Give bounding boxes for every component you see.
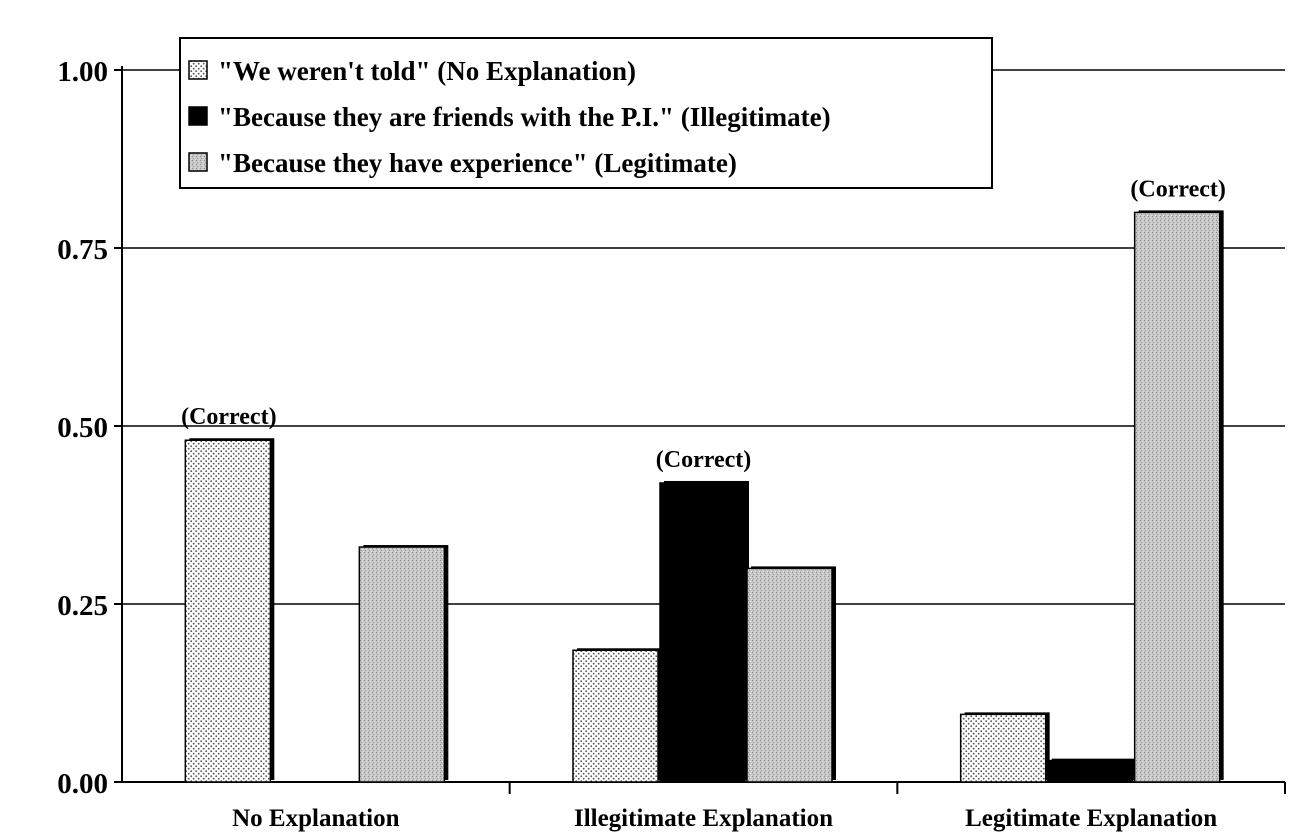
- bar: [1133, 211, 1221, 783]
- y-tick-label: 0.50: [57, 412, 108, 444]
- legend-label: "We weren't told" (No Explanation): [218, 56, 636, 86]
- legend-box: [179, 37, 993, 189]
- legend-swatch: [188, 152, 208, 172]
- x-tick-label: Legitimate Explanation: [965, 805, 1217, 832]
- legend-swatch: [188, 60, 208, 80]
- bar: [959, 713, 1047, 783]
- bar: [746, 567, 833, 783]
- bar: [184, 439, 272, 783]
- bar: [1046, 759, 1134, 783]
- x-tick-label: Illegitimate Explanation: [574, 805, 833, 832]
- bar: [659, 482, 746, 783]
- legend-label: "Because they have experience" (Legitima…: [218, 148, 737, 178]
- legend: "We weren't told" (No Explanation) "Becau…: [179, 37, 993, 189]
- bars: [184, 210, 1224, 783]
- annotation-label: (Correct): [181, 404, 276, 430]
- y-tick-label: 0.75: [57, 234, 108, 266]
- legend-label: "Because they are friends with the P.I."…: [218, 102, 831, 132]
- annotations: (Correct) (Correct) (Correct): [181, 176, 1226, 473]
- annotation-label: (Correct): [1130, 176, 1225, 202]
- y-tick-label: 0.25: [57, 590, 108, 622]
- y-tick-labels: 0.00 0.25 0.50 0.75 1.00: [57, 56, 108, 800]
- legend-swatch: [188, 106, 208, 126]
- annotation-label: (Correct): [656, 447, 751, 473]
- x-tick-label: No Explanation: [232, 805, 400, 832]
- y-tick-label: 0.00: [57, 768, 108, 800]
- x-tick-labels: No Explanation Illegitimate Explanation Le…: [232, 805, 1217, 832]
- bar: [572, 649, 659, 783]
- y-tick-label: 1.00: [57, 56, 108, 88]
- bar: [358, 546, 446, 783]
